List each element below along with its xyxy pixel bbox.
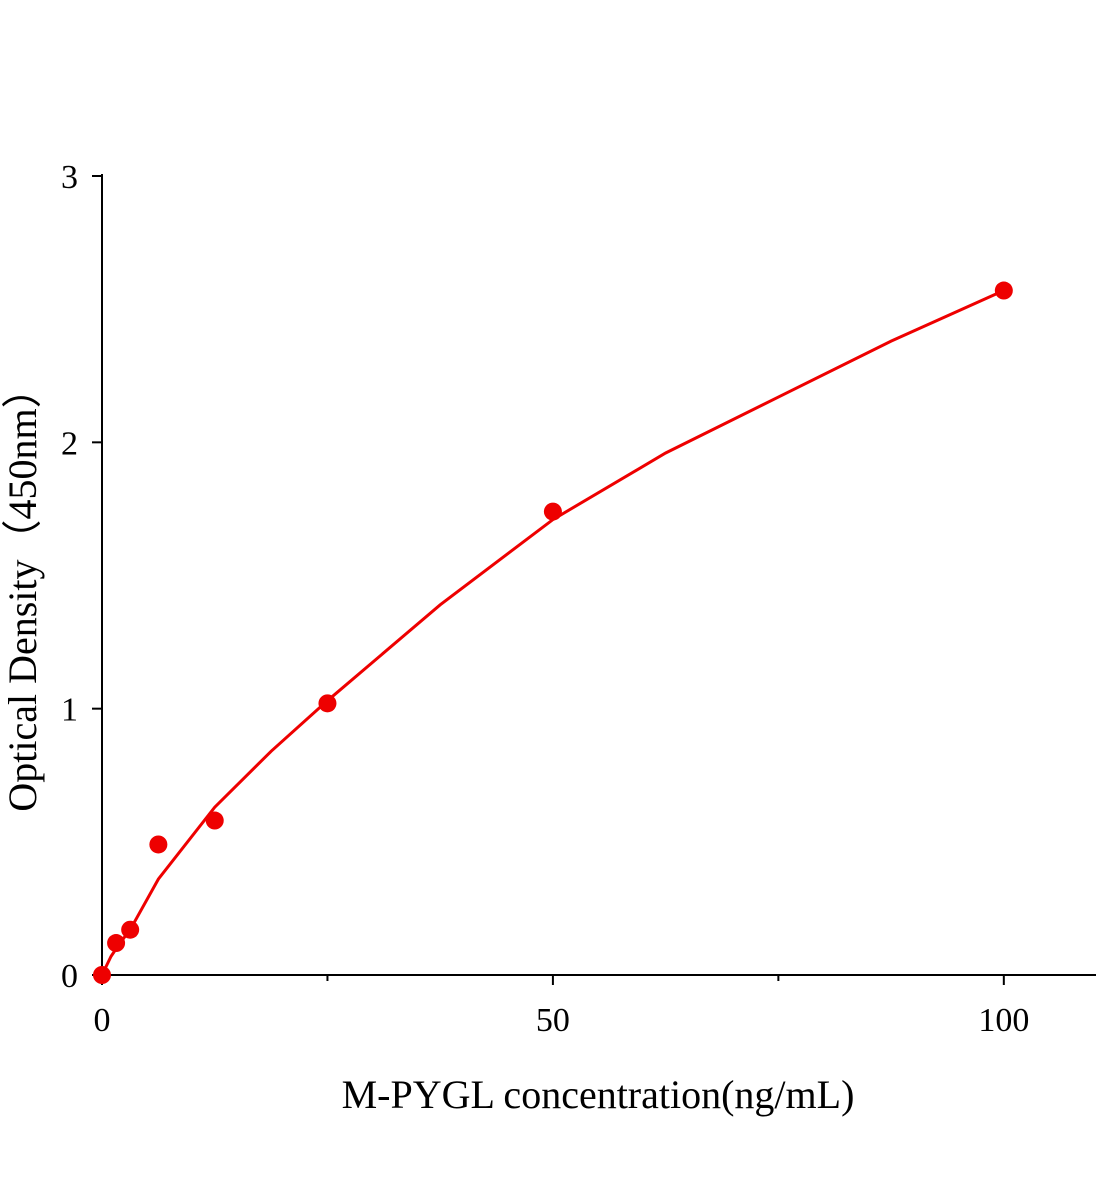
y-axis-label: Optical Density（450nm） (0, 368, 45, 811)
data-point (318, 694, 337, 713)
y-tick-label: 3 (61, 159, 78, 196)
x-tick-label: 0 (94, 1002, 111, 1039)
data-point (205, 811, 224, 830)
y-tick-label: 2 (61, 425, 78, 462)
data-point (107, 934, 126, 953)
x-tick-label: 50 (536, 1002, 570, 1039)
y-tick-label: 0 (61, 958, 78, 995)
x-tick-label: 100 (978, 1002, 1029, 1039)
y-tick-label: 1 (61, 692, 78, 729)
fit-curve (100, 289, 1005, 976)
x-axis-label: M-PYGL concentration(ng/mL) (342, 1072, 855, 1117)
data-point (149, 835, 168, 854)
